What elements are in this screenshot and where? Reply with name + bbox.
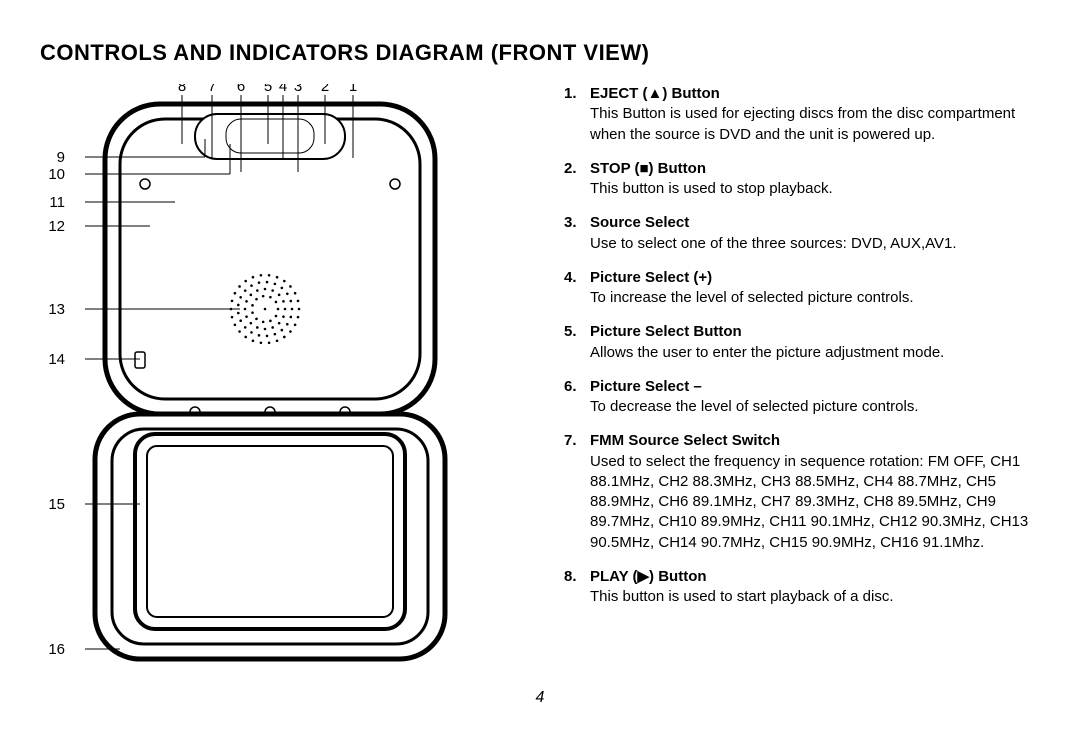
svg-text:2: 2 [321,84,329,95]
svg-text:10: 10 [48,166,65,183]
desc-item: 2. STOP (■) Button This button is used t… [564,159,1040,200]
page-number: 4 [536,689,545,707]
svg-text:9: 9 [57,149,65,166]
svg-text:4: 4 [279,84,287,95]
svg-text:3: 3 [294,84,302,95]
desc-item: 3. Source Select Use to select one of th… [564,213,1040,254]
desc-item: 7. FMM Source Select Switch Used to sele… [564,431,1040,553]
description-list: 1. EJECT (▲) Button This Button is used … [564,84,1040,684]
desc-label: Picture Select (+) [590,269,712,286]
desc-item: 8. PLAY (▶) Button This button is used t… [564,567,1040,608]
desc-text: This button is used to stop playback. [590,180,833,197]
desc-label: PLAY (▶) Button [590,568,707,585]
svg-text:14: 14 [48,351,65,368]
desc-label: Picture Select Button [590,323,742,340]
desc-text: Allows the user to enter the picture adj… [590,344,944,361]
svg-text:1: 1 [349,84,357,95]
page-title: CONTROLS AND INDICATORS DIAGRAM (FRONT V… [40,40,1040,66]
desc-item: 6. Picture Select – To decrease the leve… [564,377,1040,418]
svg-text:13: 13 [48,301,65,318]
svg-text:6: 6 [237,84,245,95]
svg-text:7: 7 [208,84,216,95]
desc-item: 1. EJECT (▲) Button This Button is used … [564,84,1040,145]
desc-label: FMM Source Select Switch [590,432,780,449]
svg-text:15: 15 [48,496,65,513]
desc-text: To decrease the level of selected pictur… [590,398,919,415]
device-diagram: 8 7 6 543 2 1 910 11 12 13 14 15 16 [40,84,540,684]
svg-text:8: 8 [178,84,186,95]
desc-label: Picture Select – [590,378,702,395]
desc-item: 5. Picture Select Button Allows the user… [564,322,1040,363]
desc-label: EJECT (▲) Button [590,85,720,102]
desc-label: Source Select [590,214,689,231]
desc-text: This button is used to start playback of… [590,588,894,605]
svg-text:11: 11 [49,194,65,211]
svg-text:12: 12 [48,218,65,235]
desc-text: To increase the level of selected pictur… [590,289,914,306]
svg-text:5: 5 [264,84,272,95]
desc-text: This Button is used for ejecting discs f… [590,105,1015,142]
svg-text:16: 16 [48,641,65,658]
diagram-area: 8 7 6 543 2 1 910 11 12 13 14 15 16 [40,84,540,684]
desc-label: STOP (■) Button [590,160,706,177]
desc-text: Used to select the frequency in sequence… [590,453,1028,551]
desc-item: 4. Picture Select (+) To increase the le… [564,268,1040,309]
desc-text: Use to select one of the three sources: … [590,235,957,252]
